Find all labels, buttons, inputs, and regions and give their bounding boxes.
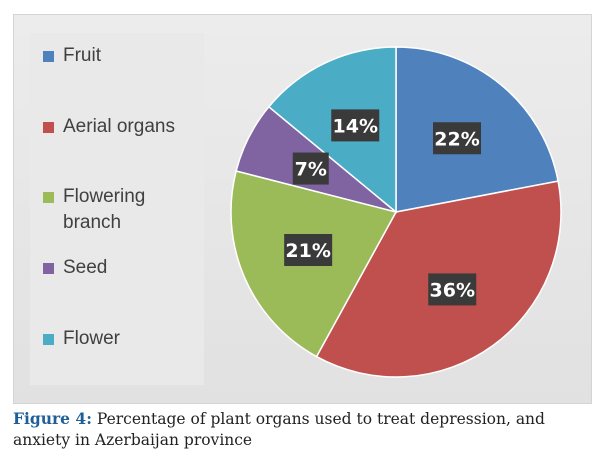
chart-legend: Fruit Aerial organs Flowering branch See… xyxy=(30,33,204,385)
legend-swatch-aerial-organs xyxy=(43,122,54,133)
figure-caption: Figure 4: Percentage of plant organs use… xyxy=(13,408,598,451)
legend-item-aerial-organs: Aerial organs xyxy=(43,114,188,140)
data-label-text: 36% xyxy=(430,279,475,301)
data-label-box xyxy=(284,234,333,267)
legend-item-flowering-branch: Flowering branch xyxy=(43,184,188,236)
legend-swatch-flower xyxy=(43,334,54,345)
data-label-text: 14% xyxy=(333,115,378,137)
legend-swatch-flowering-branch xyxy=(43,192,54,203)
data-label-flower: 14% xyxy=(331,109,380,142)
data-label-flowering-branch: 21% xyxy=(284,234,333,267)
legend-label-flower: Flower xyxy=(63,328,121,349)
data-label-box xyxy=(331,109,380,142)
figure-label: Figure 4: xyxy=(13,409,92,428)
data-label-box xyxy=(292,152,329,185)
data-label-text: 7% xyxy=(295,159,327,181)
legend-swatch-fruit xyxy=(43,51,54,62)
legend-item-flower: Flower xyxy=(43,326,188,352)
legend-label-flowering-branch: Flowering branch xyxy=(63,186,146,233)
legend-item-fruit: Fruit xyxy=(43,43,188,69)
legend-item-seed: Seed xyxy=(43,255,188,281)
legend-label-fruit: Fruit xyxy=(63,45,101,66)
legend-swatch-seed xyxy=(43,263,54,274)
data-label-text: 22% xyxy=(434,128,479,150)
data-label-text: 21% xyxy=(285,240,330,262)
caption-text: Percentage of plant organs used to treat… xyxy=(13,410,545,449)
legend-label-aerial-organs: Aerial organs xyxy=(63,116,175,137)
data-label-aerial-organs: 36% xyxy=(428,273,477,306)
data-label-box xyxy=(428,273,477,306)
data-label-fruit: 22% xyxy=(433,122,482,155)
legend-label-seed: Seed xyxy=(63,257,108,278)
data-label-box xyxy=(433,122,482,155)
data-label-seed: 7% xyxy=(292,152,329,185)
